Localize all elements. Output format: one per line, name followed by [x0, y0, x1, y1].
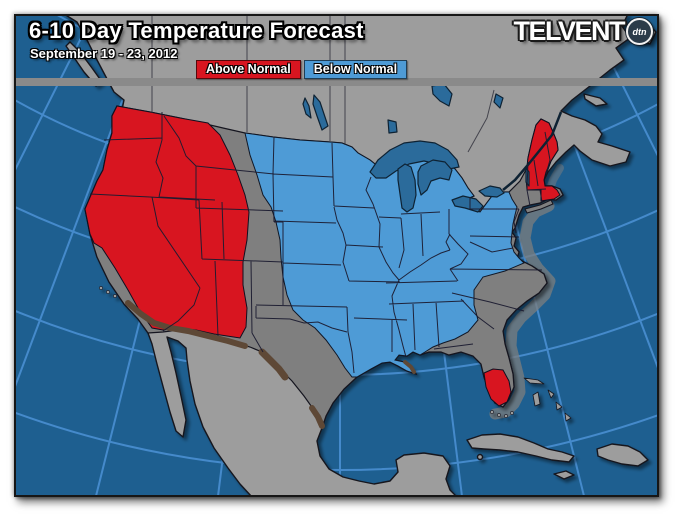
lake-winnipeg: [312, 94, 329, 131]
forecast-map-card: 6-10 Day Temperature Forecast September …: [14, 14, 659, 497]
legend-above-normal: Above Normal: [196, 60, 301, 79]
divider-bar: [16, 78, 657, 86]
region-above-normal-south-florida: [483, 368, 512, 407]
lake-ontario: [478, 185, 505, 198]
florida-keys: [490, 410, 514, 418]
lakes: [302, 83, 563, 213]
brand-name: TELVENT: [513, 16, 626, 46]
lake-superior: [369, 140, 460, 179]
lake-winnipegosis: [302, 97, 312, 119]
lake-nipigon: [387, 119, 398, 134]
forecast-map: [16, 16, 657, 495]
lake-michigan: [397, 163, 417, 213]
state-borders: [89, 112, 551, 374]
bahamas-islands: [523, 377, 572, 422]
long-island: [524, 199, 554, 214]
lake-huron: [417, 159, 453, 196]
dtn-badge-icon: dtn: [626, 18, 653, 45]
legend-below-normal: Below Normal: [303, 60, 408, 79]
st-lawrence-river: [502, 111, 563, 191]
lake-mistassini: [493, 93, 504, 109]
cuba: [466, 433, 575, 463]
isla-juventud: [476, 453, 484, 461]
anticosti-island: [583, 93, 608, 107]
brand-logo: TELVENT dtn: [513, 16, 653, 47]
mexico-border-strip: [125, 300, 416, 429]
date-range: September 19 - 23, 2012: [30, 46, 178, 61]
page-title: 6-10 Day Temperature Forecast: [29, 18, 364, 43]
legend: Above Normal Below Normal: [196, 60, 408, 79]
hispaniola: [596, 443, 649, 467]
channel-islands: [99, 286, 117, 298]
jamaica: [553, 470, 575, 480]
